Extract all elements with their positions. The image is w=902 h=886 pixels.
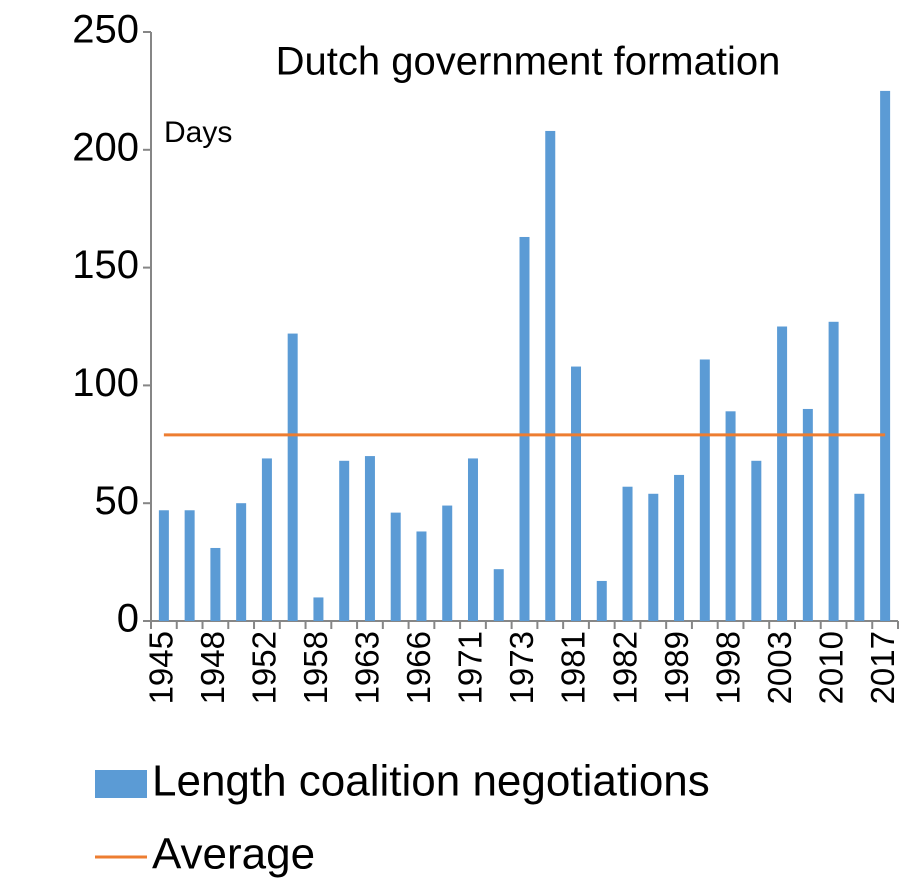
bar (210, 547, 221, 621)
y-tick-label: 0 (117, 597, 139, 641)
x-tick-label: 1998 (709, 631, 746, 704)
bar (261, 458, 272, 621)
y-tick-label: 50 (95, 479, 140, 523)
bar (777, 326, 788, 621)
bar (880, 90, 891, 621)
y-tick-label: 150 (72, 243, 139, 287)
bar (390, 512, 401, 621)
bar (571, 366, 582, 621)
bar (828, 321, 839, 621)
y-tick-label: 100 (72, 361, 139, 405)
bar (802, 408, 813, 621)
x-tick-label: 1952 (246, 631, 283, 704)
axis-unit: Days (164, 116, 232, 149)
x-tick-label: 1948 (194, 631, 231, 704)
legend-label: Length coalition negotiations (152, 757, 710, 806)
bar (364, 456, 375, 621)
x-tick-label: 2003 (761, 631, 798, 704)
bar (648, 493, 659, 621)
bar (596, 580, 607, 621)
x-tick-label: 2010 (812, 631, 849, 704)
x-tick-label: 2017 (864, 631, 901, 704)
legend-label: Average (152, 830, 315, 879)
legend-swatch (95, 770, 147, 798)
bar (699, 359, 710, 621)
x-tick-label: 1945 (143, 631, 180, 704)
bar (622, 486, 633, 621)
bar (493, 569, 504, 621)
x-tick-label: 1971 (452, 631, 489, 704)
bar (184, 510, 195, 621)
x-tick-label: 1963 (349, 631, 386, 704)
bar (158, 510, 169, 621)
x-tick-label: 1981 (555, 631, 592, 704)
bar (416, 531, 427, 621)
y-tick-label: 200 (72, 125, 139, 169)
chart-title: Dutch government formation (276, 40, 781, 84)
bar (854, 493, 865, 621)
bar (519, 236, 530, 622)
bar (442, 505, 453, 621)
x-tick-label: 1973 (503, 631, 540, 704)
x-tick-label: 1982 (606, 631, 643, 704)
bar (467, 458, 478, 621)
x-tick-label: 1958 (297, 631, 334, 704)
y-tick-label: 250 (72, 8, 139, 52)
bar (725, 411, 736, 621)
bar (287, 333, 298, 621)
x-tick-label: 1989 (658, 631, 695, 704)
x-tick-label: 1966 (400, 631, 437, 704)
bar (751, 460, 762, 621)
bar (674, 474, 685, 621)
bar (313, 597, 324, 621)
bar (339, 460, 350, 621)
bar (545, 130, 556, 621)
bar (236, 503, 247, 621)
